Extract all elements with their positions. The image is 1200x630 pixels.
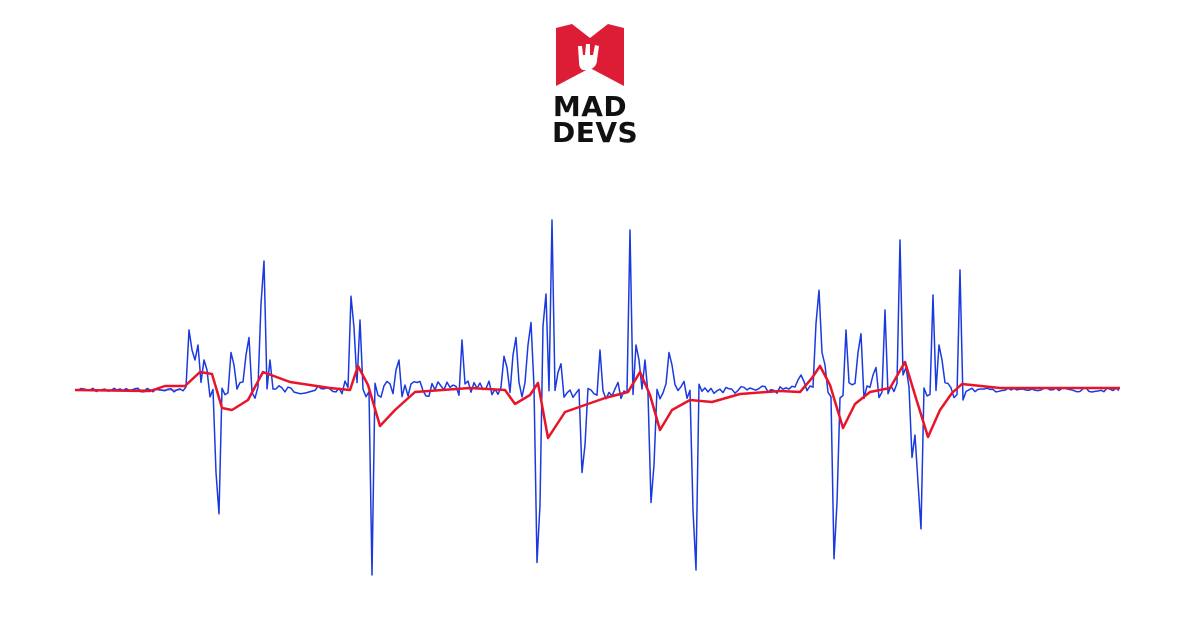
rock-hand-icon xyxy=(556,24,624,86)
logo-text-mad: MAD xyxy=(552,90,628,123)
mad-devs-logo: MAD DEVS xyxy=(552,22,639,149)
logo-text-devs: DEVS xyxy=(552,116,639,149)
logo-wordmark: MAD DEVS xyxy=(552,90,639,149)
raw-signal-line xyxy=(74,219,1120,576)
smoothed-signal-line xyxy=(74,360,1120,440)
